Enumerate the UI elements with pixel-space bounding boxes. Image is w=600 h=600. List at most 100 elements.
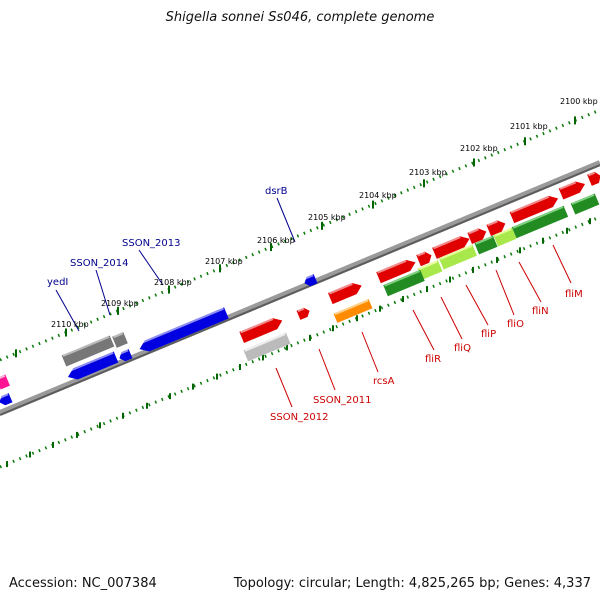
gene-block-fli-highlight xyxy=(475,235,493,245)
gene-block-fli xyxy=(439,244,477,270)
gene-block-SSON_2012-body xyxy=(243,332,291,362)
gene-arrow-fwd xyxy=(467,228,487,245)
gene-arrow-fwd xyxy=(416,251,432,267)
gene-label-fliO[interactable]: fliO xyxy=(507,319,524,330)
gene-arrow-fwd-highlight xyxy=(433,236,461,250)
gene-arrow-rev-highlight xyxy=(303,274,314,281)
gene-block-fli-body xyxy=(383,269,425,297)
tick-label: 2100 kbp xyxy=(560,97,598,106)
tick-label: 2106 kbp xyxy=(257,236,295,245)
gene-block-fli-body xyxy=(474,235,498,255)
label-leader-line xyxy=(552,244,572,284)
label-leader-line xyxy=(138,249,164,286)
gene-label-SSON_2013[interactable]: SSON_2013 xyxy=(122,238,181,249)
label-leader-line xyxy=(518,261,542,303)
tick-label: 2109 kbp xyxy=(101,299,139,308)
inner-ruler-dots xyxy=(0,215,600,469)
gene-arrow-fwd-highlight xyxy=(588,171,596,177)
gene-label-fliR[interactable]: fliR xyxy=(425,354,441,365)
label-leader-line xyxy=(55,289,80,332)
gene-block-pink-highlight xyxy=(0,374,6,380)
gene-block-fli xyxy=(511,205,569,239)
label-leader-line xyxy=(276,197,296,243)
gene-arrow-fwd xyxy=(376,259,416,284)
gene-block-fli-highlight xyxy=(494,227,512,237)
label-leader-line xyxy=(440,296,463,340)
gene-arrow-fwd-highlight xyxy=(487,220,498,227)
gene-arrow-rev xyxy=(66,351,119,380)
gene-block-fli-body xyxy=(511,205,569,239)
gene-label-fliM[interactable]: fliM xyxy=(565,289,583,300)
gene-block-fli-body xyxy=(417,260,443,280)
genome-backbone-shade xyxy=(0,164,600,416)
gene-block-gray-highlight xyxy=(62,335,110,357)
tick-label: 2107 kbp xyxy=(205,257,243,266)
gene-block-SSON_2012-highlight xyxy=(244,332,286,352)
gene-arrow-fwd-highlight xyxy=(297,307,305,313)
label-leaders xyxy=(55,197,572,408)
gene-block-fli-highlight xyxy=(418,260,438,271)
gene-label-rcsA[interactable]: rcsA xyxy=(373,376,395,387)
gene-block-gray xyxy=(61,335,115,367)
gene-arrow-fwd xyxy=(509,195,559,224)
gene-block-fli xyxy=(474,235,498,255)
gene-block-fli xyxy=(417,260,443,280)
gene-block-gray xyxy=(112,332,128,348)
gene-arrow-fwd xyxy=(432,236,470,259)
gene-block-fli-highlight xyxy=(571,193,595,205)
gene-label-fliP[interactable]: fliP xyxy=(481,329,496,340)
gene-label-yedI[interactable]: yedI xyxy=(47,277,68,288)
gene-arrow-rev xyxy=(0,393,13,406)
gene-arrow-rev-highlight xyxy=(66,351,114,373)
gene-label-fliQ[interactable]: fliQ xyxy=(454,343,471,354)
gene-block-gray-highlight xyxy=(113,332,124,339)
label-leader-line xyxy=(318,348,336,391)
gene-block-fli-body xyxy=(493,227,517,247)
gene-block-fli xyxy=(383,269,425,297)
gene-block-fli-body xyxy=(439,244,477,270)
gene-arrow-fwd-highlight xyxy=(417,251,426,257)
gene-label-fliN[interactable]: fliN xyxy=(532,306,549,317)
gene-arrow-fwd-highlight xyxy=(240,318,274,334)
label-leader-line xyxy=(412,309,435,351)
gene-arrow-fwd-highlight xyxy=(468,228,479,235)
gene-block-rcsA xyxy=(333,299,373,323)
gene-arrow-rev-highlight xyxy=(118,349,129,356)
gene-label-SSON_2014[interactable]: SSON_2014 xyxy=(70,258,129,269)
gene-arrow-rev xyxy=(118,349,133,362)
gene-label-SSON_2011[interactable]: SSON_2011 xyxy=(313,395,372,406)
gene-arrow-fwd-highlight xyxy=(328,282,353,295)
gene-arrow-fwd xyxy=(328,282,362,305)
gene-arrow-fwd-highlight xyxy=(510,195,550,214)
genome-backbone xyxy=(0,160,600,416)
gene-block-fli-highlight xyxy=(440,244,473,260)
label-leader-line xyxy=(95,269,111,316)
gene-block-gray-body xyxy=(61,335,115,367)
label-leader-line xyxy=(465,284,489,326)
gene-arrow-fwd xyxy=(296,307,310,320)
gene-block-SSON_2012 xyxy=(243,332,291,362)
gene-arrow-fwd-body xyxy=(509,195,559,224)
gene-arrow-fwd-body xyxy=(376,259,416,284)
gene-block-fli-body xyxy=(570,193,600,215)
gene-block-pink xyxy=(0,374,10,390)
gene-arrow-rev-body xyxy=(139,307,229,352)
gene-arrow-fwd xyxy=(587,171,600,186)
label-leader-line xyxy=(275,367,293,408)
tick-label: 2108 kbp xyxy=(154,278,192,287)
gene-arrow-rev-highlight xyxy=(0,393,9,400)
gene-block-rcsA-body xyxy=(333,299,373,323)
gene-label-SSON_2012[interactable]: SSON_2012 xyxy=(270,412,329,423)
gene-arrow-fwd-body xyxy=(239,318,283,344)
gene-block-rcsA-highlight xyxy=(334,299,369,316)
ruler-ticks xyxy=(6,116,591,468)
gene-label-dsrB[interactable]: dsrB xyxy=(265,186,288,197)
tick-label: 2104 kbp xyxy=(359,191,397,200)
gene-block-fli xyxy=(570,193,600,215)
gene-arrow-rev-highlight xyxy=(138,307,224,346)
gene-block-fli xyxy=(493,227,517,247)
accession-text: Accession: NC_007384 xyxy=(9,576,157,591)
gene-block-pink-body xyxy=(0,374,10,390)
gene-arrow-fwd-body xyxy=(296,307,310,320)
